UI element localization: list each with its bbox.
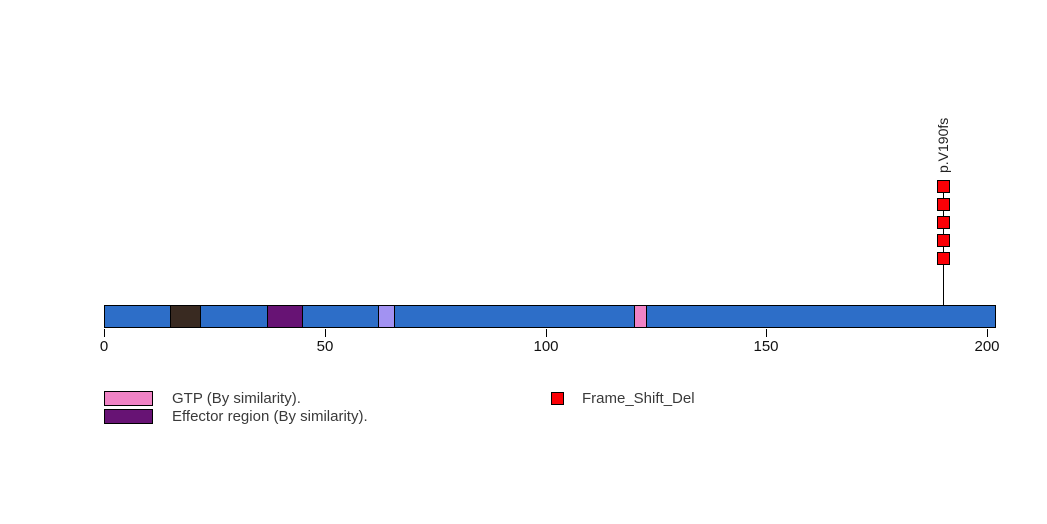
domain-feature	[377, 305, 396, 328]
frame-shift-del-swatch	[551, 391, 564, 405]
domain-gtp-by-similarity	[633, 305, 647, 328]
mutation-square	[937, 216, 950, 229]
mutation-type-legend: Frame_Shift_Del	[551, 389, 695, 407]
feature-legend: GTP (By similarity). Effector region (By…	[104, 389, 368, 425]
legend-item-gtp: GTP (By similarity).	[104, 389, 368, 407]
axis-tick-label: 50	[316, 338, 334, 355]
frame-shift-del-label: Frame_Shift_Del	[582, 389, 695, 407]
domain-feature	[170, 305, 202, 328]
axis-tick	[104, 329, 105, 337]
effector-feature-swatch	[104, 408, 153, 424]
axis-tick	[987, 329, 988, 337]
axis-tick	[325, 329, 326, 337]
axis-tick	[766, 329, 767, 337]
axis-tick-label: 0	[99, 338, 109, 355]
domain-effector-region-by-similarity	[267, 305, 303, 328]
protein-backbone-bar	[104, 305, 996, 328]
mutation-label: p.V190fs	[935, 117, 951, 173]
legend-item-frame-shift-del: Frame_Shift_Del	[551, 389, 695, 407]
mutation-square	[937, 198, 950, 211]
gtp-feature-label: GTP (By similarity).	[172, 389, 301, 407]
mutation-square	[937, 252, 950, 265]
mutation-square	[937, 234, 950, 247]
gtp-feature-swatch	[104, 390, 153, 406]
axis-tick-label: 200	[974, 338, 1000, 355]
legend-item-effector-region: Effector region (By similarity).	[104, 407, 368, 425]
effector-feature-label: Effector region (By similarity).	[172, 407, 368, 425]
axis-tick-label: 100	[533, 338, 559, 355]
mutation-square	[937, 180, 950, 193]
axis-tick	[546, 329, 547, 337]
axis-tick-label: 150	[753, 338, 779, 355]
